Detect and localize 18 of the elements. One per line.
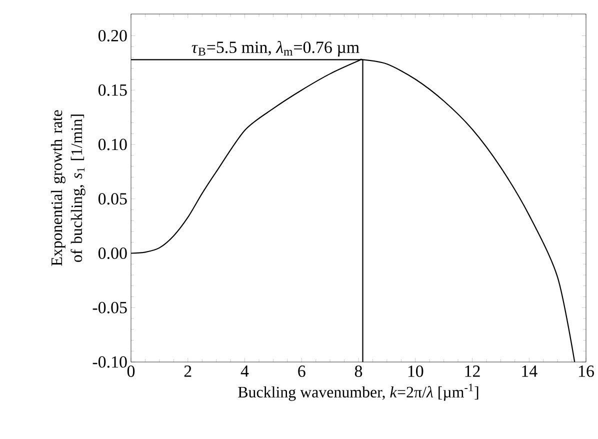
- y-tick-label: -0.05: [92, 302, 127, 314]
- x-tick-label: 8: [354, 366, 362, 377]
- x-tick-label: 14: [522, 366, 538, 377]
- y-tick-label: 0.20: [98, 30, 127, 42]
- annotation: τ$_{B}$=5.5 min, λ$_{m}$=0.76 µm: [192, 40, 360, 56]
- x-tick-label: 10: [408, 366, 424, 377]
- x-tick-label: 12: [465, 366, 480, 377]
- y-tick-label: 0.10: [98, 138, 127, 150]
- y-tick-label: 0.05: [98, 193, 127, 205]
- x-tick-label: 16: [579, 366, 594, 377]
- x-tick-label: 4: [240, 366, 249, 377]
- x-tick-label: 0: [127, 366, 135, 377]
- y-tick-label: -0.10: [92, 356, 127, 368]
- y-tick-label: 0.00: [98, 247, 127, 259]
- y-tick-label: 0.15: [98, 84, 127, 96]
- x-tick-label: 2: [184, 366, 192, 377]
- x-tick-label: 6: [298, 366, 306, 377]
- x-axis-title: Buckling wavenumber, k=2π/λ [µm$^{-1}$]: [238, 384, 478, 401]
